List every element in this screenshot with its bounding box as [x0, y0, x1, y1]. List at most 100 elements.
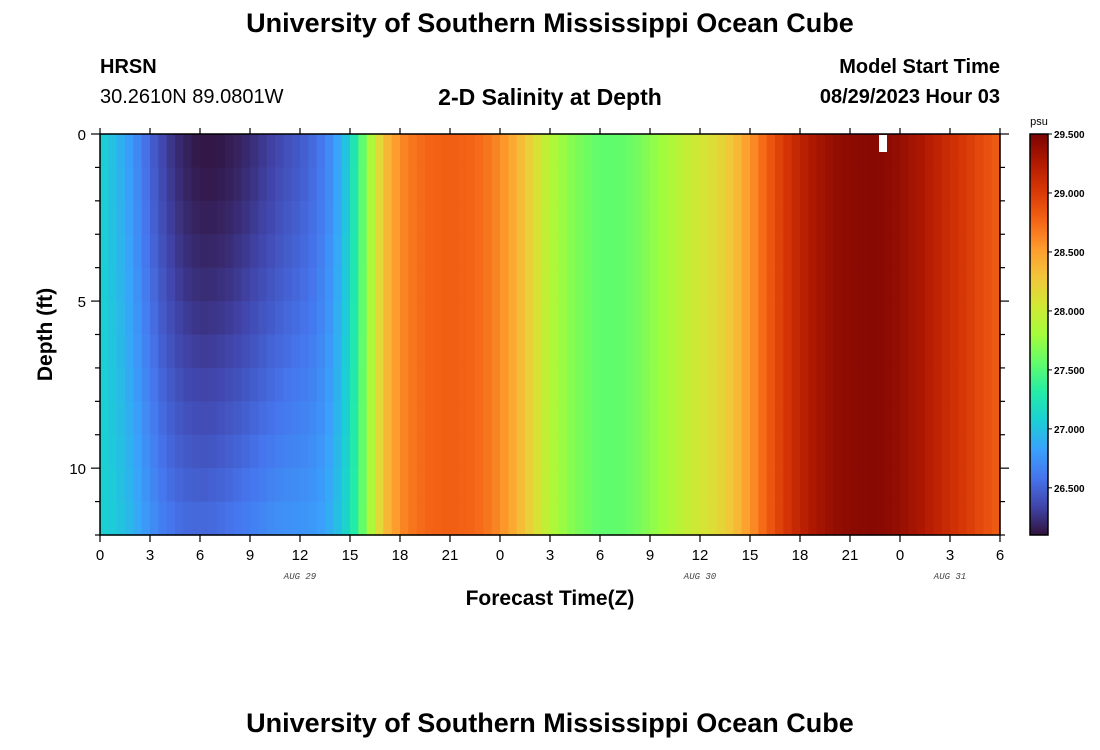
heatmap-cell — [266, 301, 276, 336]
heatmap-cell — [416, 434, 426, 469]
heatmap-cell — [475, 301, 484, 336]
heatmap-cell — [658, 334, 668, 369]
heatmap-cell — [716, 267, 726, 302]
heatmap-cell — [458, 167, 468, 202]
heatmap-cell — [525, 468, 534, 503]
heatmap-cell — [516, 434, 526, 469]
heatmap-cell — [875, 267, 884, 302]
heatmap-cell — [775, 267, 784, 302]
heatmap-cell — [291, 401, 301, 436]
heatmap-cell — [841, 401, 851, 436]
heatmap-cell — [883, 234, 893, 269]
heatmap-cell — [108, 434, 118, 469]
heatmap-cell — [625, 200, 634, 235]
heatmap-cell — [791, 134, 801, 169]
heatmap-cell — [158, 267, 168, 302]
heatmap-cell — [633, 334, 643, 369]
heatmap-cell — [250, 134, 259, 169]
heatmap-cell — [125, 367, 134, 402]
heatmap-cell — [558, 434, 568, 469]
heatmap-cell — [958, 234, 968, 269]
heatmap-cell — [516, 200, 526, 235]
heatmap-cell — [458, 334, 468, 369]
heatmap-cell — [191, 267, 201, 302]
heatmap-cell — [291, 134, 301, 169]
heatmap-cell — [791, 367, 801, 402]
heatmap-cell — [566, 301, 576, 336]
heatmap-cell — [575, 167, 584, 202]
heatmap-cell — [333, 367, 343, 402]
heatmap-cell — [283, 234, 293, 269]
heatmap-cell — [375, 167, 384, 202]
heatmap-cell — [266, 134, 276, 169]
heatmap-cell — [600, 468, 609, 503]
heatmap-cell — [325, 334, 334, 369]
heatmap-cell — [616, 334, 626, 369]
heatmap-cell — [983, 434, 993, 469]
heatmap-cell — [900, 234, 909, 269]
heatmap-cell — [750, 134, 759, 169]
heatmap-cell — [841, 501, 851, 536]
heatmap-cell — [575, 301, 584, 336]
heatmap-cell — [625, 167, 634, 202]
heatmap-cell — [116, 134, 126, 169]
heatmap-cell — [350, 167, 359, 202]
heatmap-cell — [575, 200, 584, 235]
heatmap-cell — [316, 200, 326, 235]
heatmap-cell — [741, 334, 751, 369]
heatmap-cell — [400, 434, 409, 469]
heatmap-cell — [866, 167, 876, 202]
heatmap-cell — [550, 200, 559, 235]
heatmap-cell — [808, 267, 818, 302]
heatmap-cell — [900, 167, 909, 202]
heatmap-cell — [966, 501, 976, 536]
heatmap-cell — [925, 167, 934, 202]
heatmap-cell — [866, 468, 876, 503]
heatmap-cell — [416, 334, 426, 369]
heatmap-cell — [183, 501, 193, 536]
heatmap-cell — [116, 367, 126, 402]
heatmap-cell — [358, 434, 368, 469]
heatmap-cell — [283, 367, 293, 402]
heatmap-cell — [433, 434, 443, 469]
heatmap-cell — [333, 468, 343, 503]
heatmap-cell — [733, 334, 743, 369]
y-axis-title: Depth (ft) — [34, 288, 57, 381]
heatmap-cell — [550, 134, 559, 169]
heatmap-cell — [975, 434, 984, 469]
heatmap-cell — [133, 401, 143, 436]
heatmap-cell — [950, 234, 959, 269]
heatmap-cell — [100, 334, 109, 369]
heatmap-cell — [400, 234, 409, 269]
heatmap-cell — [158, 200, 168, 235]
heatmap-cell — [108, 234, 118, 269]
colorbar-tick-label: 27.500 — [1054, 366, 1085, 377]
heatmap-cell — [883, 334, 893, 369]
heatmap-cell — [550, 434, 559, 469]
heatmap-cell — [125, 334, 134, 369]
heatmap-cell — [116, 267, 126, 302]
heatmap-cell — [725, 167, 734, 202]
heatmap-cell — [333, 401, 343, 436]
heatmap-cell — [675, 134, 684, 169]
heatmap-cell — [583, 468, 593, 503]
heatmap-cell — [266, 367, 276, 402]
heatmap-cell — [758, 468, 768, 503]
heatmap-cell — [583, 367, 593, 402]
heatmap-cell — [575, 134, 584, 169]
heatmap-cell — [291, 367, 301, 402]
heatmap-cell — [166, 267, 176, 302]
heatmap-cell — [925, 468, 934, 503]
heatmap-cell — [425, 167, 434, 202]
heatmap-cell — [508, 200, 518, 235]
heatmap-cell — [525, 301, 534, 336]
heatmap-cell — [650, 334, 659, 369]
heatmap-cell — [866, 401, 876, 436]
heatmap-cell — [266, 200, 276, 235]
heatmap-cell — [416, 234, 426, 269]
heatmap-cell — [875, 401, 884, 436]
heatmap-cell — [716, 167, 726, 202]
heatmap-cell — [816, 301, 826, 336]
heatmap-cell — [291, 267, 301, 302]
heatmap-cell — [425, 401, 434, 436]
